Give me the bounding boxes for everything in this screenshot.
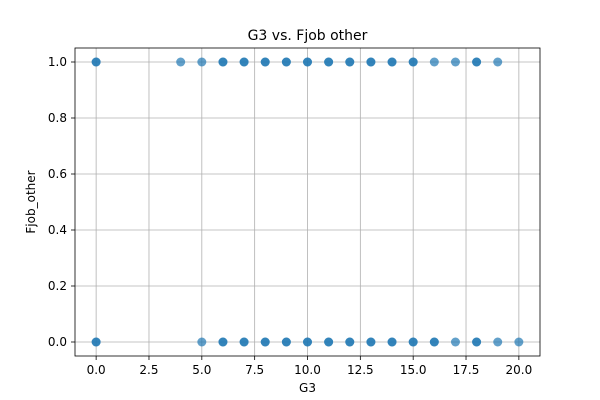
- scatter-point: [239, 57, 249, 67]
- scatter-point: [197, 337, 207, 347]
- scatter-point: [303, 57, 312, 67]
- scatter-point: [366, 57, 376, 67]
- y-tick-label: 0.0: [48, 335, 67, 349]
- scatter-point: [218, 337, 228, 347]
- scatter-point: [450, 337, 460, 347]
- scatter-point: [366, 337, 376, 347]
- grid-layer: [75, 48, 540, 356]
- scatter-point: [281, 57, 291, 67]
- scatter-point: [218, 57, 228, 67]
- y-tick-label: 1.0: [48, 55, 67, 69]
- y-tick-label: 0.6: [48, 167, 67, 181]
- scatter-point: [472, 57, 482, 67]
- y-tick-label: 0.4: [48, 223, 67, 237]
- scatter-point: [324, 337, 334, 347]
- scatter-point: [408, 57, 418, 67]
- scatter-point: [345, 337, 355, 347]
- x-tick-label: 12.5: [347, 363, 374, 377]
- scatter-point: [429, 57, 439, 67]
- x-tick-label: 2.5: [139, 363, 158, 377]
- scatter-point: [493, 57, 503, 67]
- x-tick-label: 17.5: [453, 363, 480, 377]
- scatter-point: [281, 337, 291, 347]
- x-tick-label: 5.0: [192, 363, 211, 377]
- chart-title: G3 vs. Fjob other: [248, 28, 368, 44]
- x-tick-label: 15.0: [400, 363, 427, 377]
- scatter-point: [91, 337, 101, 347]
- scatter-point: [472, 337, 482, 347]
- ticks-layer: 0.0 2.5 5.0 7.5 10.0 12.5 15.0 17.5 20.0 0.0 0.2 0.…: [48, 55, 532, 377]
- y-axis-label: Fjob_other: [24, 170, 38, 233]
- scatter-point: [387, 57, 397, 67]
- x-tick-label: 0.0: [87, 363, 106, 377]
- scatter-point: [197, 57, 207, 67]
- x-tick-label: 7.5: [245, 363, 264, 377]
- y-tick-label: 0.8: [48, 111, 67, 125]
- scatter-point: [493, 337, 503, 347]
- scatter-point: [514, 337, 524, 347]
- scatter-point: [324, 57, 334, 67]
- scatter-point: [345, 57, 355, 67]
- scatter-point: [260, 57, 270, 67]
- scatter-point: [387, 337, 397, 347]
- points-layer: [91, 57, 524, 347]
- scatter-point: [303, 337, 312, 347]
- x-tick-label: 20.0: [506, 363, 533, 377]
- scatter-point: [450, 57, 460, 67]
- scatter-point: [239, 337, 249, 347]
- scatter-point: [176, 57, 186, 67]
- x-tick-label: 10.0: [294, 363, 321, 377]
- scatter-point: [260, 337, 270, 347]
- scatter-point: [429, 337, 439, 347]
- x-axis-label: G3: [299, 381, 316, 395]
- scatter-point: [91, 57, 101, 67]
- y-tick-label: 0.2: [48, 279, 67, 293]
- scatter-point: [408, 337, 418, 347]
